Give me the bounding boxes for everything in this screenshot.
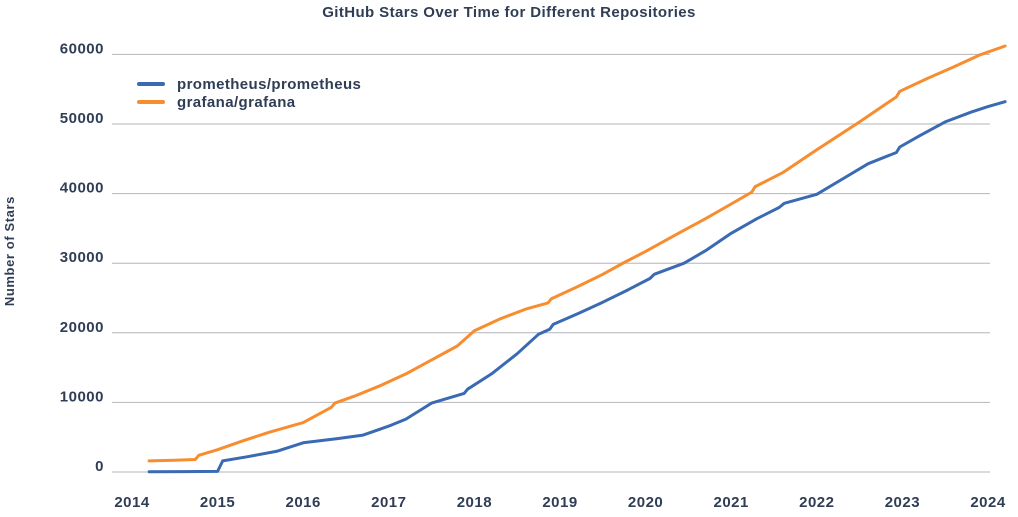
chart-title: GitHub Stars Over Time for Different Rep… — [322, 4, 696, 21]
y-tick-label: 50000 — [60, 110, 104, 127]
x-tick-label: 2016 — [286, 494, 321, 511]
x-tick-label: 2015 — [200, 494, 235, 511]
legend: prometheus/prometheus grafana/grafana — [137, 75, 361, 111]
grafana-line-swatch — [137, 100, 165, 104]
x-tick-label: 2023 — [885, 494, 920, 511]
legend-label-prometheus: prometheus/prometheus — [177, 75, 362, 93]
y-tick-label: 10000 — [60, 388, 104, 405]
y-tick-label: 0 — [95, 458, 104, 475]
legend-item-prometheus: prometheus/prometheus — [137, 75, 361, 93]
x-tick-label: 2024 — [970, 494, 1006, 511]
x-tick-label: 2014 — [114, 494, 150, 511]
x-tick-label: 2022 — [799, 494, 834, 511]
x-tick-label: 2020 — [628, 494, 663, 511]
x-tick-label: 2021 — [714, 494, 749, 511]
x-tick-label: 2017 — [371, 494, 406, 511]
x-tick-label: 2019 — [542, 494, 577, 511]
y-tick-label: 40000 — [60, 180, 104, 197]
legend-item-grafana: grafana/grafana — [137, 93, 361, 111]
prometheus-line-swatch — [137, 82, 165, 86]
legend-label-grafana: grafana/grafana — [177, 93, 296, 111]
x-tick-label: 2018 — [457, 494, 492, 511]
series-line-prometheus — [147, 100, 1007, 474]
y-tick-label: 20000 — [60, 319, 104, 336]
y-tick-label: 30000 — [60, 249, 104, 266]
y-tick-label: 60000 — [60, 40, 104, 57]
series-line-grafana — [147, 44, 1007, 463]
